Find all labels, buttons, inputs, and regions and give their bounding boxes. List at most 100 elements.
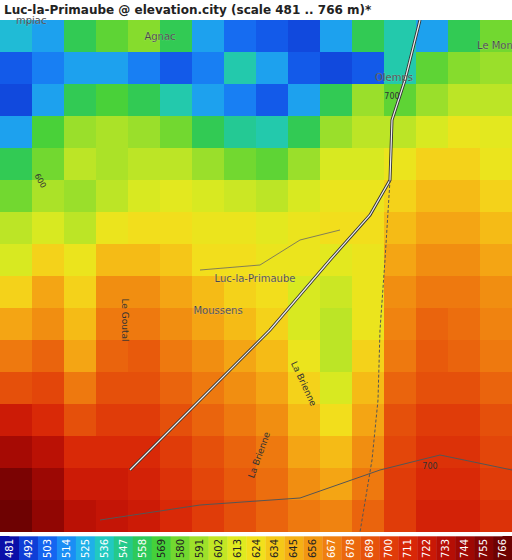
elevation-cell <box>288 148 321 181</box>
elevation-cell <box>384 372 417 405</box>
elevation-cell <box>448 500 481 532</box>
elevation-cell <box>128 276 161 309</box>
elevation-cell <box>160 372 193 405</box>
colorbar-tick-label: 569 <box>156 539 167 558</box>
elevation-cell <box>480 244 512 277</box>
elevation-cell <box>320 84 353 117</box>
elevation-cell <box>160 276 193 309</box>
colorbar-tick-label: 481 <box>4 539 15 558</box>
colorbar-swatch <box>398 536 417 560</box>
elevation-cell <box>160 244 193 277</box>
elevation-cell <box>288 468 321 501</box>
highway-core <box>130 20 420 470</box>
elevation-cell <box>224 20 257 53</box>
elevation-cell <box>416 244 449 277</box>
colorbar-tick-label: 624 <box>251 539 262 558</box>
elevation-cell <box>448 116 481 149</box>
elevation-cell <box>192 404 225 437</box>
elevation-cell <box>448 180 481 213</box>
elevation-cell <box>192 340 225 373</box>
elevation-cell <box>416 468 449 501</box>
elevation-cell <box>64 468 97 501</box>
colorbar-tick-label: 525 <box>80 539 91 558</box>
colorbar-tick-label: 514 <box>61 539 72 558</box>
elevation-cell <box>416 404 449 437</box>
elevation-cell <box>480 500 512 532</box>
elevation-cell <box>96 372 129 405</box>
elevation-cell <box>192 84 225 117</box>
colorbar-swatch <box>417 536 436 560</box>
colorbar-tick-label: 591 <box>194 539 205 558</box>
colorbar-swatch <box>360 536 379 560</box>
elevation-cell <box>480 84 512 117</box>
elevation-cell <box>352 372 385 405</box>
elevation-cell <box>320 372 353 405</box>
elevation-cell <box>0 468 33 501</box>
elevation-cell <box>0 116 33 149</box>
elevation-cell <box>480 52 512 85</box>
elevation-cell <box>352 84 385 117</box>
colorbar-swatch <box>303 536 322 560</box>
elevation-cell <box>384 340 417 373</box>
elevation-cell <box>320 148 353 181</box>
elevation-cell <box>192 20 225 53</box>
elevation-cell <box>96 212 129 245</box>
elevation-cell <box>32 116 65 149</box>
colorbar-tick-label: 678 <box>345 539 356 558</box>
colorbar-tick-label: 667 <box>326 539 337 558</box>
roads <box>100 20 512 532</box>
elevation-cell <box>256 180 289 213</box>
elevation-cell <box>0 84 33 117</box>
elevation-cell <box>64 84 97 117</box>
elevation-cell <box>192 212 225 245</box>
elevation-cell <box>416 372 449 405</box>
elevation-cell <box>288 308 321 341</box>
elevation-cell <box>128 372 161 405</box>
colorbar-swatch <box>436 536 455 560</box>
colorbar-tick-label: 634 <box>269 539 280 558</box>
elevation-cell <box>0 276 33 309</box>
elevation-cell <box>224 116 257 149</box>
elevation-cell <box>320 404 353 437</box>
elevation-cell <box>96 84 129 117</box>
elevation-cell <box>160 404 193 437</box>
elevation-cell <box>64 500 97 532</box>
elevation-cell <box>64 180 97 213</box>
elevation-cell <box>384 212 417 245</box>
elevation-cell <box>416 116 449 149</box>
elevation-cell <box>0 244 33 277</box>
railway <box>360 180 390 532</box>
elevation-cell <box>352 276 385 309</box>
elevation-cell <box>160 212 193 245</box>
place-label: Moussens <box>193 305 242 316</box>
elevation-cell <box>32 84 65 117</box>
colorbar-swatch <box>265 536 284 560</box>
elevation-cell <box>352 20 385 53</box>
elevation-cell <box>160 340 193 373</box>
place-label: Le Mona <box>477 40 512 51</box>
elevation-cell <box>320 180 353 213</box>
elevation-cell <box>480 276 512 309</box>
river-label: La Brienne <box>289 360 319 408</box>
elevation-cell <box>352 404 385 437</box>
elevation-cell <box>0 404 33 437</box>
elevation-cell <box>256 340 289 373</box>
elevation-cell <box>160 84 193 117</box>
elevation-cell <box>64 116 97 149</box>
colorbar-tick-label: 711 <box>402 539 413 558</box>
elevation-cell <box>192 148 225 181</box>
elevation-cell <box>480 116 512 149</box>
elevation-cell <box>128 404 161 437</box>
elevation-cell <box>320 52 353 85</box>
contour-label: 600 <box>32 172 47 190</box>
elevation-cell <box>224 372 257 405</box>
colorbar: 4814925035145255365475585695805916026136… <box>0 536 512 560</box>
elevation-cell <box>384 308 417 341</box>
elevation-cell <box>128 212 161 245</box>
elevation-cell <box>480 404 512 437</box>
colorbar-tick-label: 766 <box>497 539 508 558</box>
elevation-cell <box>0 52 33 85</box>
place-label: Luc-la-Primaube <box>215 273 296 284</box>
elevation-cell <box>384 244 417 277</box>
elevation-cell <box>384 84 417 117</box>
